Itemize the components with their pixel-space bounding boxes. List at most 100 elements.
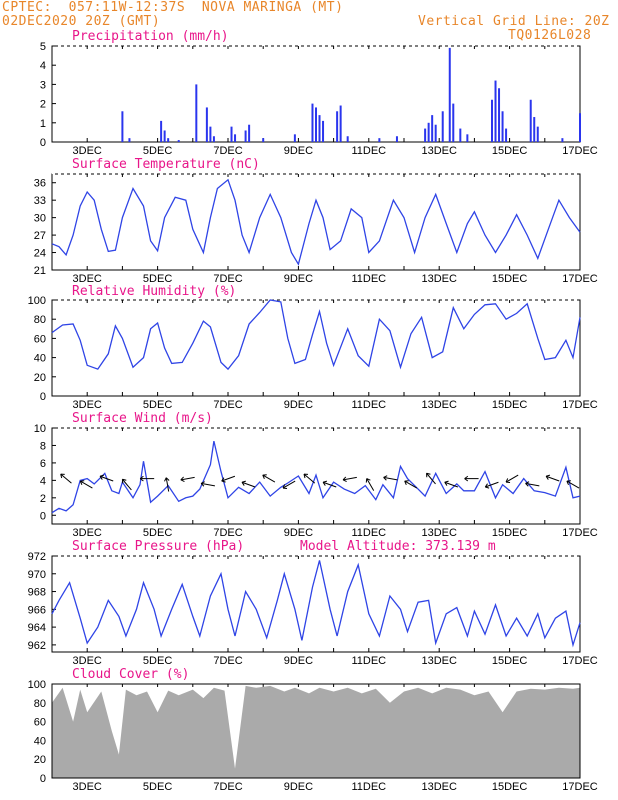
precip-bar [167, 138, 170, 142]
wind-arrow-shaft [303, 473, 316, 484]
header-model-code: TQ0126L028 [508, 28, 592, 43]
wind-arrow-shaft [545, 475, 560, 482]
x-tick-label: 9DEC [284, 145, 313, 157]
panel-frame [51, 299, 581, 397]
panel-frame [51, 173, 581, 271]
wind-arrow-head [180, 479, 185, 483]
series-line [51, 560, 581, 648]
x-tick-label: 9DEC [284, 781, 313, 793]
x-tick-label: 9DEC [284, 527, 313, 539]
x-tick-label: 17DEC [562, 273, 598, 285]
wind-arrow-shaft [241, 481, 256, 488]
precip-bar [177, 140, 180, 142]
wind-arrow-shaft [404, 480, 418, 489]
precip-bar [424, 128, 427, 142]
wind-arrow [200, 481, 215, 487]
wind-arrow [484, 481, 499, 489]
panel-frame-top [51, 683, 581, 779]
wind-arrow [60, 473, 72, 484]
precip-bar [427, 122, 430, 142]
wind-arrow-head [322, 481, 326, 486]
y-tick-label: 966 [28, 604, 46, 616]
y-tick-label: 40 [34, 735, 46, 747]
wind-arrow-head [303, 473, 306, 479]
y-tick-label: 4 [40, 60, 46, 72]
y-tick-label: 21 [34, 265, 46, 277]
wind-arrow [121, 478, 132, 491]
x-tick-label: 17DEC [562, 145, 598, 157]
y-tick-label: 10 [34, 423, 46, 435]
panel-0: 3DEC 5DEC 7DEC 9DEC 11DEC 13DEC 15DEC 17DEC 0 1 2 3… [40, 29, 598, 157]
precip-bar [466, 134, 469, 142]
precip-bar [234, 134, 237, 142]
y-tick-label: 970 [28, 569, 46, 581]
wind-arrow-shaft [262, 474, 276, 483]
cloud-area [52, 685, 580, 778]
x-tick-label: 3DEC [73, 399, 102, 411]
x-tick-label: 11DEC [351, 781, 386, 793]
wind-arrow-head [525, 483, 529, 487]
x-tick-label: 13DEC [421, 145, 457, 157]
wind-arrow-shaft [99, 475, 114, 482]
wind-arrow-head [139, 475, 144, 480]
y-tick-label: 20 [34, 754, 46, 766]
y-tick-label: 972 [28, 551, 46, 563]
x-tick-label: 5DEC [143, 399, 172, 411]
panel-1: 3DEC 5DEC 7DEC 9DEC 11DEC 13DEC 15DEC 17DEC 21 24… [34, 157, 598, 285]
series-line [51, 178, 581, 266]
wind-arrow [383, 475, 398, 481]
precip-bar [498, 88, 501, 142]
precip-bar [395, 136, 398, 142]
precip-bar [448, 47, 451, 142]
wind-arrow-shaft [366, 478, 375, 491]
wind-arrow [262, 474, 276, 483]
x-tick-label: 3DEC [73, 655, 102, 667]
x-tick-label: 7DEC [213, 145, 242, 157]
wind-arrow [99, 474, 114, 482]
x-tick-label: 3DEC [73, 145, 102, 157]
wind-arrow-head [180, 476, 184, 481]
wind-arrow-head [241, 480, 246, 483]
precip-bar [529, 99, 532, 142]
y-tick-label: 60 [34, 717, 46, 729]
precip-bar [205, 107, 208, 142]
wind-arrow-head [164, 477, 167, 482]
y-tick-label: 80 [34, 314, 46, 326]
precip-bar [431, 115, 434, 142]
precip-bar [230, 126, 233, 142]
wind-arrow-head [505, 478, 509, 483]
wind-arrow-head [366, 478, 371, 481]
wind-arrow-shaft [60, 473, 72, 484]
wind-arrow [365, 478, 375, 491]
wind-arrow [221, 475, 236, 483]
wind-arrow-shaft [282, 480, 296, 489]
y-tick-label: 100 [28, 679, 46, 691]
precip-bar [459, 128, 462, 142]
x-tick-label: 15DEC [492, 527, 528, 539]
precip-bar [293, 134, 296, 142]
x-tick-label: 15DEC [492, 145, 528, 157]
precip-bar [322, 120, 325, 142]
wind-arrow-head [464, 478, 469, 482]
wind-arrow [444, 480, 459, 488]
wind-arrow-shaft [221, 475, 236, 482]
wind-arrow-head [99, 474, 105, 477]
x-tick-label: 17DEC [562, 399, 598, 411]
wind-arrow-head [139, 478, 144, 482]
x-tick-label: 17DEC [562, 655, 598, 667]
precip-bar [311, 103, 314, 142]
wind-arrow-shaft [426, 472, 436, 485]
precip-bar [248, 124, 251, 142]
wind-arrow-head [545, 474, 551, 477]
wind-arrow-head [241, 481, 245, 486]
wind-arrow-shaft [525, 482, 540, 487]
wind-arrow-head [545, 475, 549, 480]
x-tick-label: 9DEC [284, 273, 313, 285]
x-tick-label: 3DEC [73, 527, 102, 539]
wind-arrow [241, 480, 256, 488]
panel-annotation: Model Altitude: 373.139 m [300, 539, 496, 554]
wind-arrow [282, 480, 296, 490]
precip-bar [315, 107, 317, 142]
precip-bar [318, 115, 321, 142]
x-tick-label: 13DEC [421, 399, 457, 411]
